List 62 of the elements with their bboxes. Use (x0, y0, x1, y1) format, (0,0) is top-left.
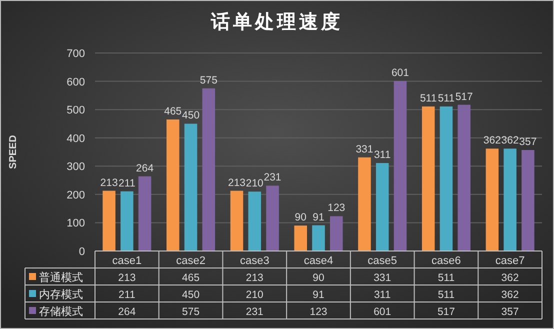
y-tick-label: 500 (66, 104, 85, 117)
text: 511 (438, 289, 455, 301)
text: 231 (246, 306, 264, 318)
x-tick-label: case5 (368, 255, 398, 267)
x-tick-label: case7 (495, 255, 525, 267)
text: 91 (312, 289, 324, 301)
data-label: 511 (420, 92, 437, 104)
data-label: 517 (455, 90, 474, 103)
data-label: 213 (228, 176, 246, 189)
data-label: 123 (328, 202, 346, 214)
text: 362 (501, 272, 519, 284)
text: 465 (182, 272, 200, 284)
text: 123 (310, 306, 328, 318)
text: 362 (501, 289, 519, 301)
data-label: 264 (136, 162, 154, 174)
text: 210 (246, 289, 264, 301)
legend-label: 普通模式 (39, 271, 83, 284)
y-tick-label: 200 (66, 189, 85, 202)
legend-label: 内存模式 (39, 288, 83, 301)
y-tick-label: 100 (66, 218, 85, 230)
text: 213 (246, 272, 264, 284)
y-tick-label: 300 (66, 161, 85, 174)
data-label: 211 (118, 177, 136, 190)
text: 511 (438, 272, 455, 284)
y-tick-label: 0 (78, 246, 85, 258)
text: 331 (374, 272, 392, 284)
data-label: 331 (356, 143, 374, 156)
data-label: 210 (246, 178, 264, 190)
y-tick-label: 400 (66, 132, 85, 145)
data-label: 213 (100, 176, 118, 189)
data-label: 362 (501, 134, 519, 147)
data-label: 601 (391, 67, 410, 80)
data-label: 450 (182, 110, 200, 122)
data-label: 357 (519, 136, 537, 148)
text: 575 (182, 306, 200, 318)
data-label: 90 (294, 212, 307, 224)
x-tick-label: case3 (240, 255, 270, 267)
chart-title: 话单处理速度 (210, 11, 343, 33)
text: 450 (182, 289, 200, 301)
data-label: 511 (438, 92, 455, 104)
text: 517 (437, 306, 456, 318)
x-tick-label: case6 (432, 255, 461, 267)
y-axis-title: SPEED (8, 135, 19, 169)
x-tick-label: case2 (176, 255, 206, 267)
text: 90 (312, 272, 324, 284)
data-label: 575 (200, 74, 218, 86)
data-label: 91 (312, 211, 324, 224)
text: 211 (118, 289, 136, 301)
text: 601 (374, 306, 392, 318)
text: 213 (118, 272, 136, 284)
y-tick-label: 700 (66, 48, 85, 60)
x-tick-label: case1 (112, 255, 142, 267)
y-tick-label: 600 (66, 76, 85, 88)
text: 357 (501, 306, 519, 318)
data-label: 231 (264, 172, 282, 184)
text: 264 (118, 306, 136, 318)
data-label: 465 (164, 105, 182, 118)
text: 311 (374, 289, 391, 301)
x-tick-label: case4 (304, 255, 334, 267)
data-label: 311 (374, 149, 391, 162)
data-label: 362 (483, 134, 502, 147)
legend-label: 存储模式 (39, 305, 83, 318)
